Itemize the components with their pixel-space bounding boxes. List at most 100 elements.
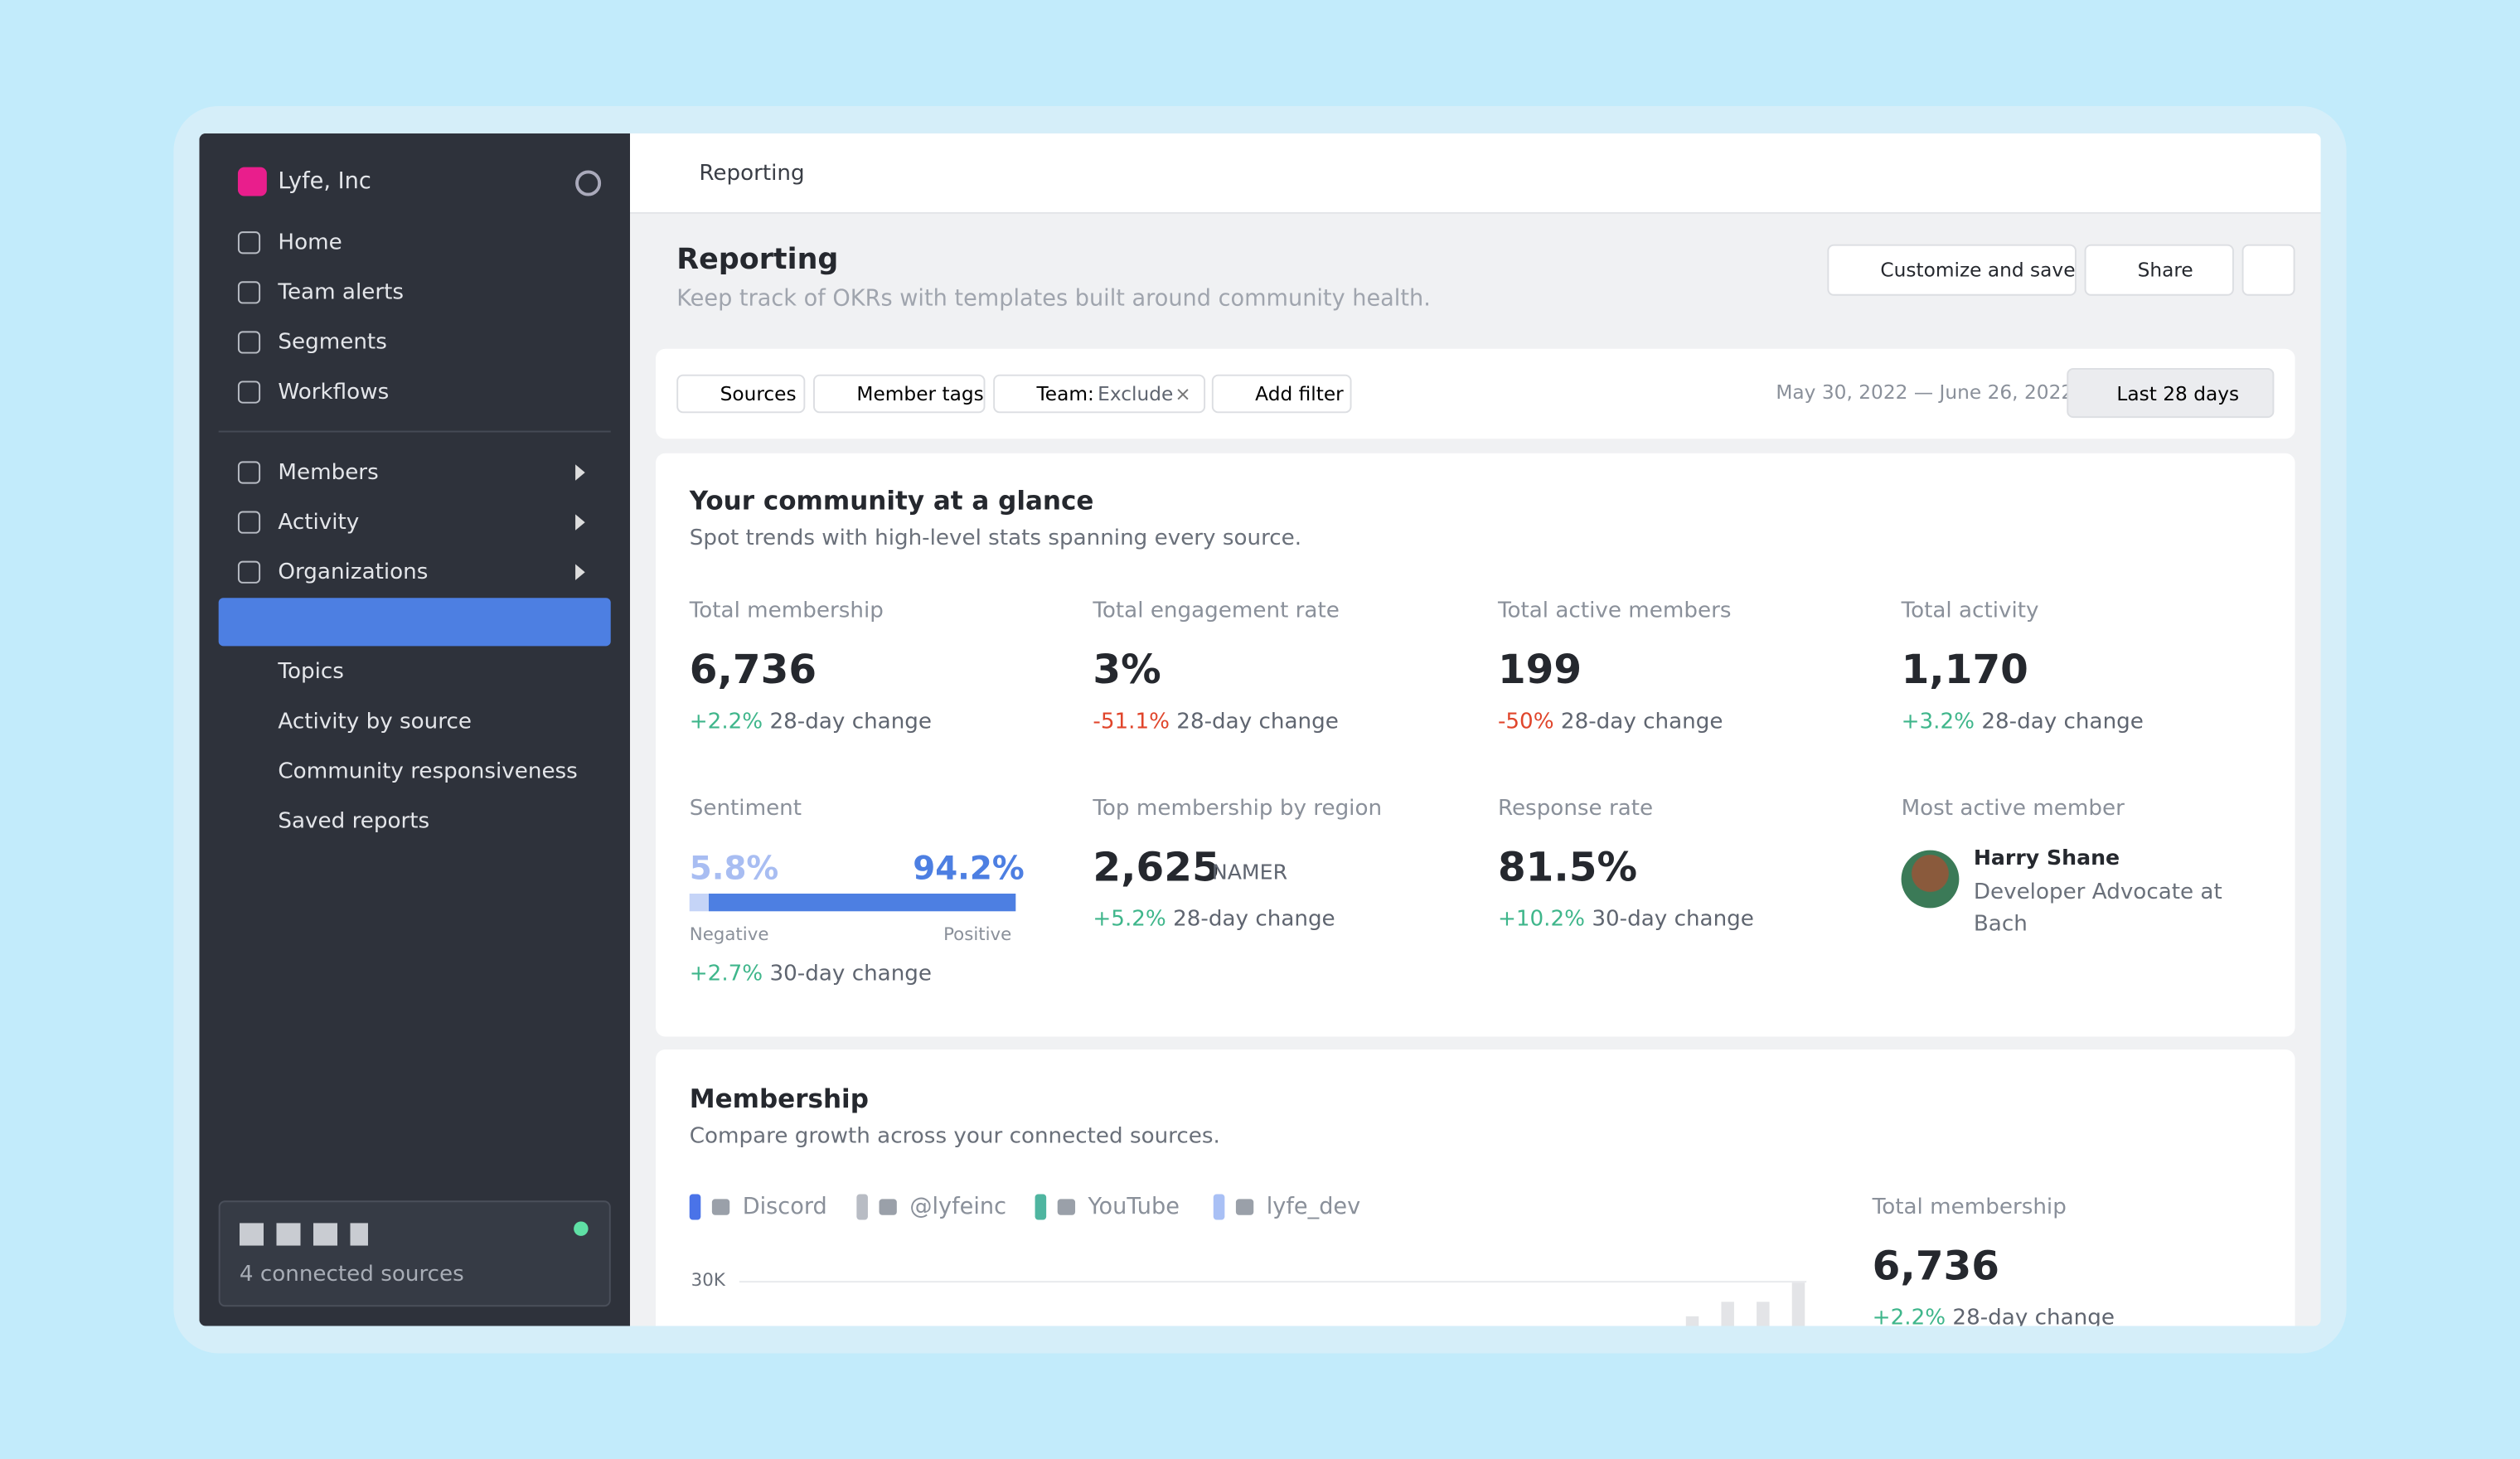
sources-box[interactable]: 4 connected sources bbox=[218, 1200, 611, 1307]
nav-item[interactable]: Home bbox=[278, 230, 342, 256]
legend-item[interactable]: Discord bbox=[742, 1194, 827, 1220]
change: +10.2% bbox=[1497, 906, 1586, 933]
date-range: May 30, 2022 — June 26, 2022 bbox=[1776, 381, 2074, 404]
settings-icon[interactable] bbox=[575, 170, 602, 196]
nav-item[interactable]: Workflows bbox=[278, 379, 390, 405]
change: +2.2% bbox=[689, 709, 763, 735]
legend-icon bbox=[879, 1199, 897, 1215]
nav-item[interactable]: Activity bbox=[278, 509, 360, 536]
stat-value: 199 bbox=[1497, 646, 1582, 693]
change-label: 28-day change bbox=[1952, 1305, 2115, 1326]
download-button[interactable] bbox=[2241, 244, 2295, 296]
chip-label: Member tags bbox=[856, 382, 984, 405]
stat-change: +2.2% 28-day change bbox=[1873, 1301, 2115, 1326]
change: +3.2% bbox=[1901, 709, 1975, 735]
sources-count: 4 connected sources bbox=[239, 1261, 464, 1287]
legend-icon bbox=[1235, 1199, 1254, 1215]
stat-value: 6,736 bbox=[689, 646, 817, 693]
chip-value: Exclude bbox=[1098, 382, 1174, 405]
glance-card bbox=[656, 453, 2295, 1037]
negative-bar bbox=[689, 893, 709, 912]
legend-item[interactable]: YouTube bbox=[1088, 1194, 1180, 1220]
member-name: Harry Shane bbox=[1973, 846, 2120, 871]
change-label: 28-day change bbox=[769, 709, 933, 735]
card-subtitle: Compare growth across your connected sou… bbox=[689, 1123, 1220, 1150]
nav-item[interactable]: Segments bbox=[278, 329, 387, 356]
caret bbox=[575, 564, 585, 580]
topbar: Reporting bbox=[630, 133, 2321, 214]
nav-icon bbox=[237, 231, 261, 254]
button[interactable]: Customize and save bbox=[1827, 244, 2077, 296]
change: +5.2% bbox=[1093, 906, 1166, 933]
legend-icon bbox=[1057, 1199, 1076, 1215]
nav-item[interactable]: Team alerts bbox=[278, 279, 404, 306]
button-label: Share bbox=[2137, 259, 2193, 282]
filter-chip[interactable]: Member tags bbox=[813, 374, 986, 414]
subnav-item[interactable]: Community responsiveness bbox=[278, 759, 578, 785]
stat-value: 6,736 bbox=[1872, 1242, 1999, 1289]
chip-label: Team: bbox=[1036, 382, 1094, 405]
legend-swatch bbox=[856, 1194, 868, 1220]
stat-label: Total membership bbox=[689, 598, 884, 624]
subnav-item[interactable]: Topics bbox=[278, 658, 344, 685]
stat-label: Total engagement rate bbox=[1093, 598, 1340, 624]
stat-label: Total membership bbox=[1872, 1194, 2067, 1220]
nav-icon bbox=[237, 331, 261, 354]
stat-value: 2,625 bbox=[1093, 843, 1220, 891]
card-title: Membership bbox=[689, 1083, 869, 1114]
status-dot bbox=[574, 1221, 589, 1236]
logo bbox=[237, 167, 267, 196]
nav-item[interactable]: Organizations bbox=[278, 559, 429, 585]
grid-line bbox=[739, 1281, 1807, 1283]
region: NAMER bbox=[1211, 861, 1288, 886]
card-subtitle: Spot trends with high-level stats spanni… bbox=[689, 525, 1302, 552]
nav-icon bbox=[237, 281, 261, 304]
page-subtitle: Keep track of OKRs with templates built … bbox=[676, 286, 1431, 313]
nav-item[interactable]: Members bbox=[278, 459, 379, 486]
stat-value: 1,170 bbox=[1901, 646, 2028, 693]
legend-item[interactable]: lyfe_dev bbox=[1266, 1194, 1361, 1220]
legend-item[interactable]: @lyfeinc bbox=[909, 1194, 1007, 1220]
nav-icon bbox=[237, 461, 261, 484]
chart-bar bbox=[1721, 1301, 1734, 1326]
stat-label: Top membership by region bbox=[1093, 795, 1383, 822]
member-role: Developer Advocate at Bach bbox=[1973, 879, 2222, 938]
stat-label: Total active members bbox=[1497, 598, 1732, 624]
add-filter[interactable]: Add filter bbox=[1211, 374, 1352, 414]
workspace[interactable]: Lyfe, Inc bbox=[278, 168, 371, 195]
filter-bar: Sources Member tags Team: Exclude × Add fi… bbox=[656, 348, 2295, 439]
filter-chip[interactable]: Team: Exclude × bbox=[993, 374, 1206, 414]
stat-change: -50% 28-day change bbox=[1498, 705, 1723, 738]
topbar-title: Reporting bbox=[699, 160, 805, 187]
nav-icon bbox=[237, 381, 261, 404]
chip-label: Sources bbox=[720, 382, 797, 405]
change-label: 30-day change bbox=[1592, 906, 1754, 933]
stat-change: -51.1% 28-day change bbox=[1093, 705, 1338, 738]
legend-swatch bbox=[1035, 1194, 1047, 1220]
chart-bar bbox=[1791, 1282, 1805, 1326]
chart-bar bbox=[1685, 1316, 1699, 1326]
positive-label: Positive bbox=[943, 923, 1012, 946]
divider bbox=[218, 430, 611, 433]
nav-icon bbox=[237, 560, 261, 584]
filter-chip[interactable]: Sources bbox=[676, 374, 806, 414]
button-label: Customize and save bbox=[1880, 259, 2076, 282]
page-title: Reporting bbox=[676, 242, 839, 277]
change-label: 28-day change bbox=[1176, 709, 1339, 735]
change: +2.2% bbox=[1872, 1305, 1946, 1326]
subnav-item[interactable]: Activity by source bbox=[278, 709, 472, 735]
button[interactable]: Share bbox=[2084, 244, 2234, 296]
legend-swatch bbox=[689, 1194, 701, 1220]
remove[interactable]: × bbox=[1175, 382, 1191, 405]
stat-label: Total activity bbox=[1901, 598, 2039, 624]
y-tick-label: 30K bbox=[691, 1269, 725, 1291]
caret bbox=[575, 464, 585, 481]
positive-bar bbox=[708, 893, 1016, 912]
change: -51.1% bbox=[1093, 709, 1170, 735]
chip-label: Add filter bbox=[1255, 382, 1344, 405]
subnav-item[interactable]: Saved reports bbox=[278, 808, 430, 835]
negative-value: 5.8% bbox=[689, 848, 779, 888]
period-select[interactable]: Last 28 days bbox=[2067, 367, 2275, 419]
